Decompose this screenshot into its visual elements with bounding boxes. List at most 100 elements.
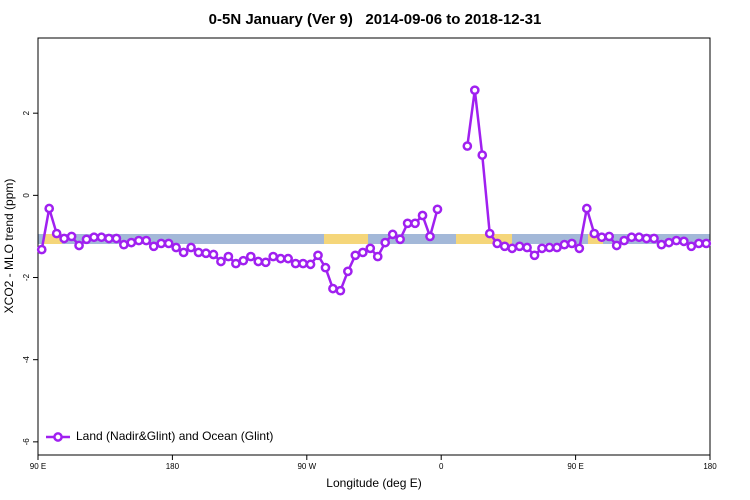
x-tick-label: 90 E [567,462,583,471]
data-point [701,238,712,249]
data-point [686,241,697,252]
legend-marker [53,432,63,442]
data-point [679,236,689,247]
data-point [507,243,517,254]
data-point [201,248,211,259]
data-point [238,255,249,266]
data-point [641,233,652,244]
data-point [223,251,234,262]
data-point [51,228,62,239]
data-point [395,234,405,245]
land-band [588,234,603,244]
data-point [119,239,129,250]
data-point [96,232,107,243]
x-tick-label: 180 [166,462,180,471]
data-point [178,247,189,258]
data-point [141,235,152,246]
data-point [186,242,196,253]
data-point [298,258,308,269]
data-point [36,244,47,255]
data-point [544,242,555,253]
data-point [350,250,361,261]
data-point [664,237,674,248]
data-point [104,233,114,244]
data-point [671,235,682,246]
data-point [208,249,219,260]
data-point [305,259,316,270]
data-point [163,238,174,249]
data-point [275,253,286,264]
y-tick-label: -2 [22,273,31,281]
data-point [567,238,577,249]
data-point [559,239,570,250]
data-point [231,258,241,269]
data-point [484,228,495,239]
data-point [499,241,510,252]
data-point [469,85,480,96]
y-axis-label: XCO2 - MLO trend (ppm) [2,179,16,314]
y-tick-label: 0 [22,193,31,198]
x-axis-label: Longitude (deg E) [326,476,421,490]
data-point [372,251,383,262]
data-point [537,243,547,254]
data-point [604,231,615,242]
data-point [619,235,629,246]
data-point [656,239,667,250]
data-point [522,242,532,253]
surface-band [38,234,710,244]
series-line [40,88,707,292]
data-point [410,218,420,229]
data-point [380,237,391,248]
data-point [74,240,84,251]
data-point [417,210,428,221]
data-point [477,150,488,160]
data-point [193,247,204,258]
data-point [581,203,592,214]
data-point [514,241,525,252]
land-band [456,234,512,244]
data-point [216,256,226,267]
data-point [492,238,503,249]
data-point [529,250,540,261]
y-tick-label: 2 [22,110,31,115]
y-tick-label: -4 [22,356,31,364]
data-point [260,257,271,268]
data-point [432,204,443,215]
land-band [44,234,62,244]
data-point [425,231,435,242]
data-point [611,240,622,251]
data-point [59,233,69,244]
data-point [335,285,346,296]
data-point [365,243,376,254]
data-point [402,218,413,229]
data-point [44,203,55,214]
data-point [148,241,159,252]
data-point [283,253,293,264]
data-point [357,247,368,258]
land-band [324,234,368,244]
y-tick-label: -6 [22,438,31,446]
data-point [156,238,167,249]
data-point [111,233,122,244]
data-point [171,242,181,253]
data-point [253,256,264,267]
data-point [552,242,562,253]
data-point [574,243,585,254]
data-point [81,234,92,245]
data-point [89,232,99,243]
data-point [320,262,331,273]
data-point [596,232,607,243]
ocean-band [38,234,710,244]
data-point [462,141,473,151]
data-point [387,229,398,240]
data-point [313,250,323,261]
data-point [126,237,137,248]
data-point [133,235,144,246]
data-point [290,258,301,269]
data-point [649,233,659,244]
data-point [693,238,704,249]
x-tick-label: 180 [703,462,717,471]
data-point [626,232,637,243]
